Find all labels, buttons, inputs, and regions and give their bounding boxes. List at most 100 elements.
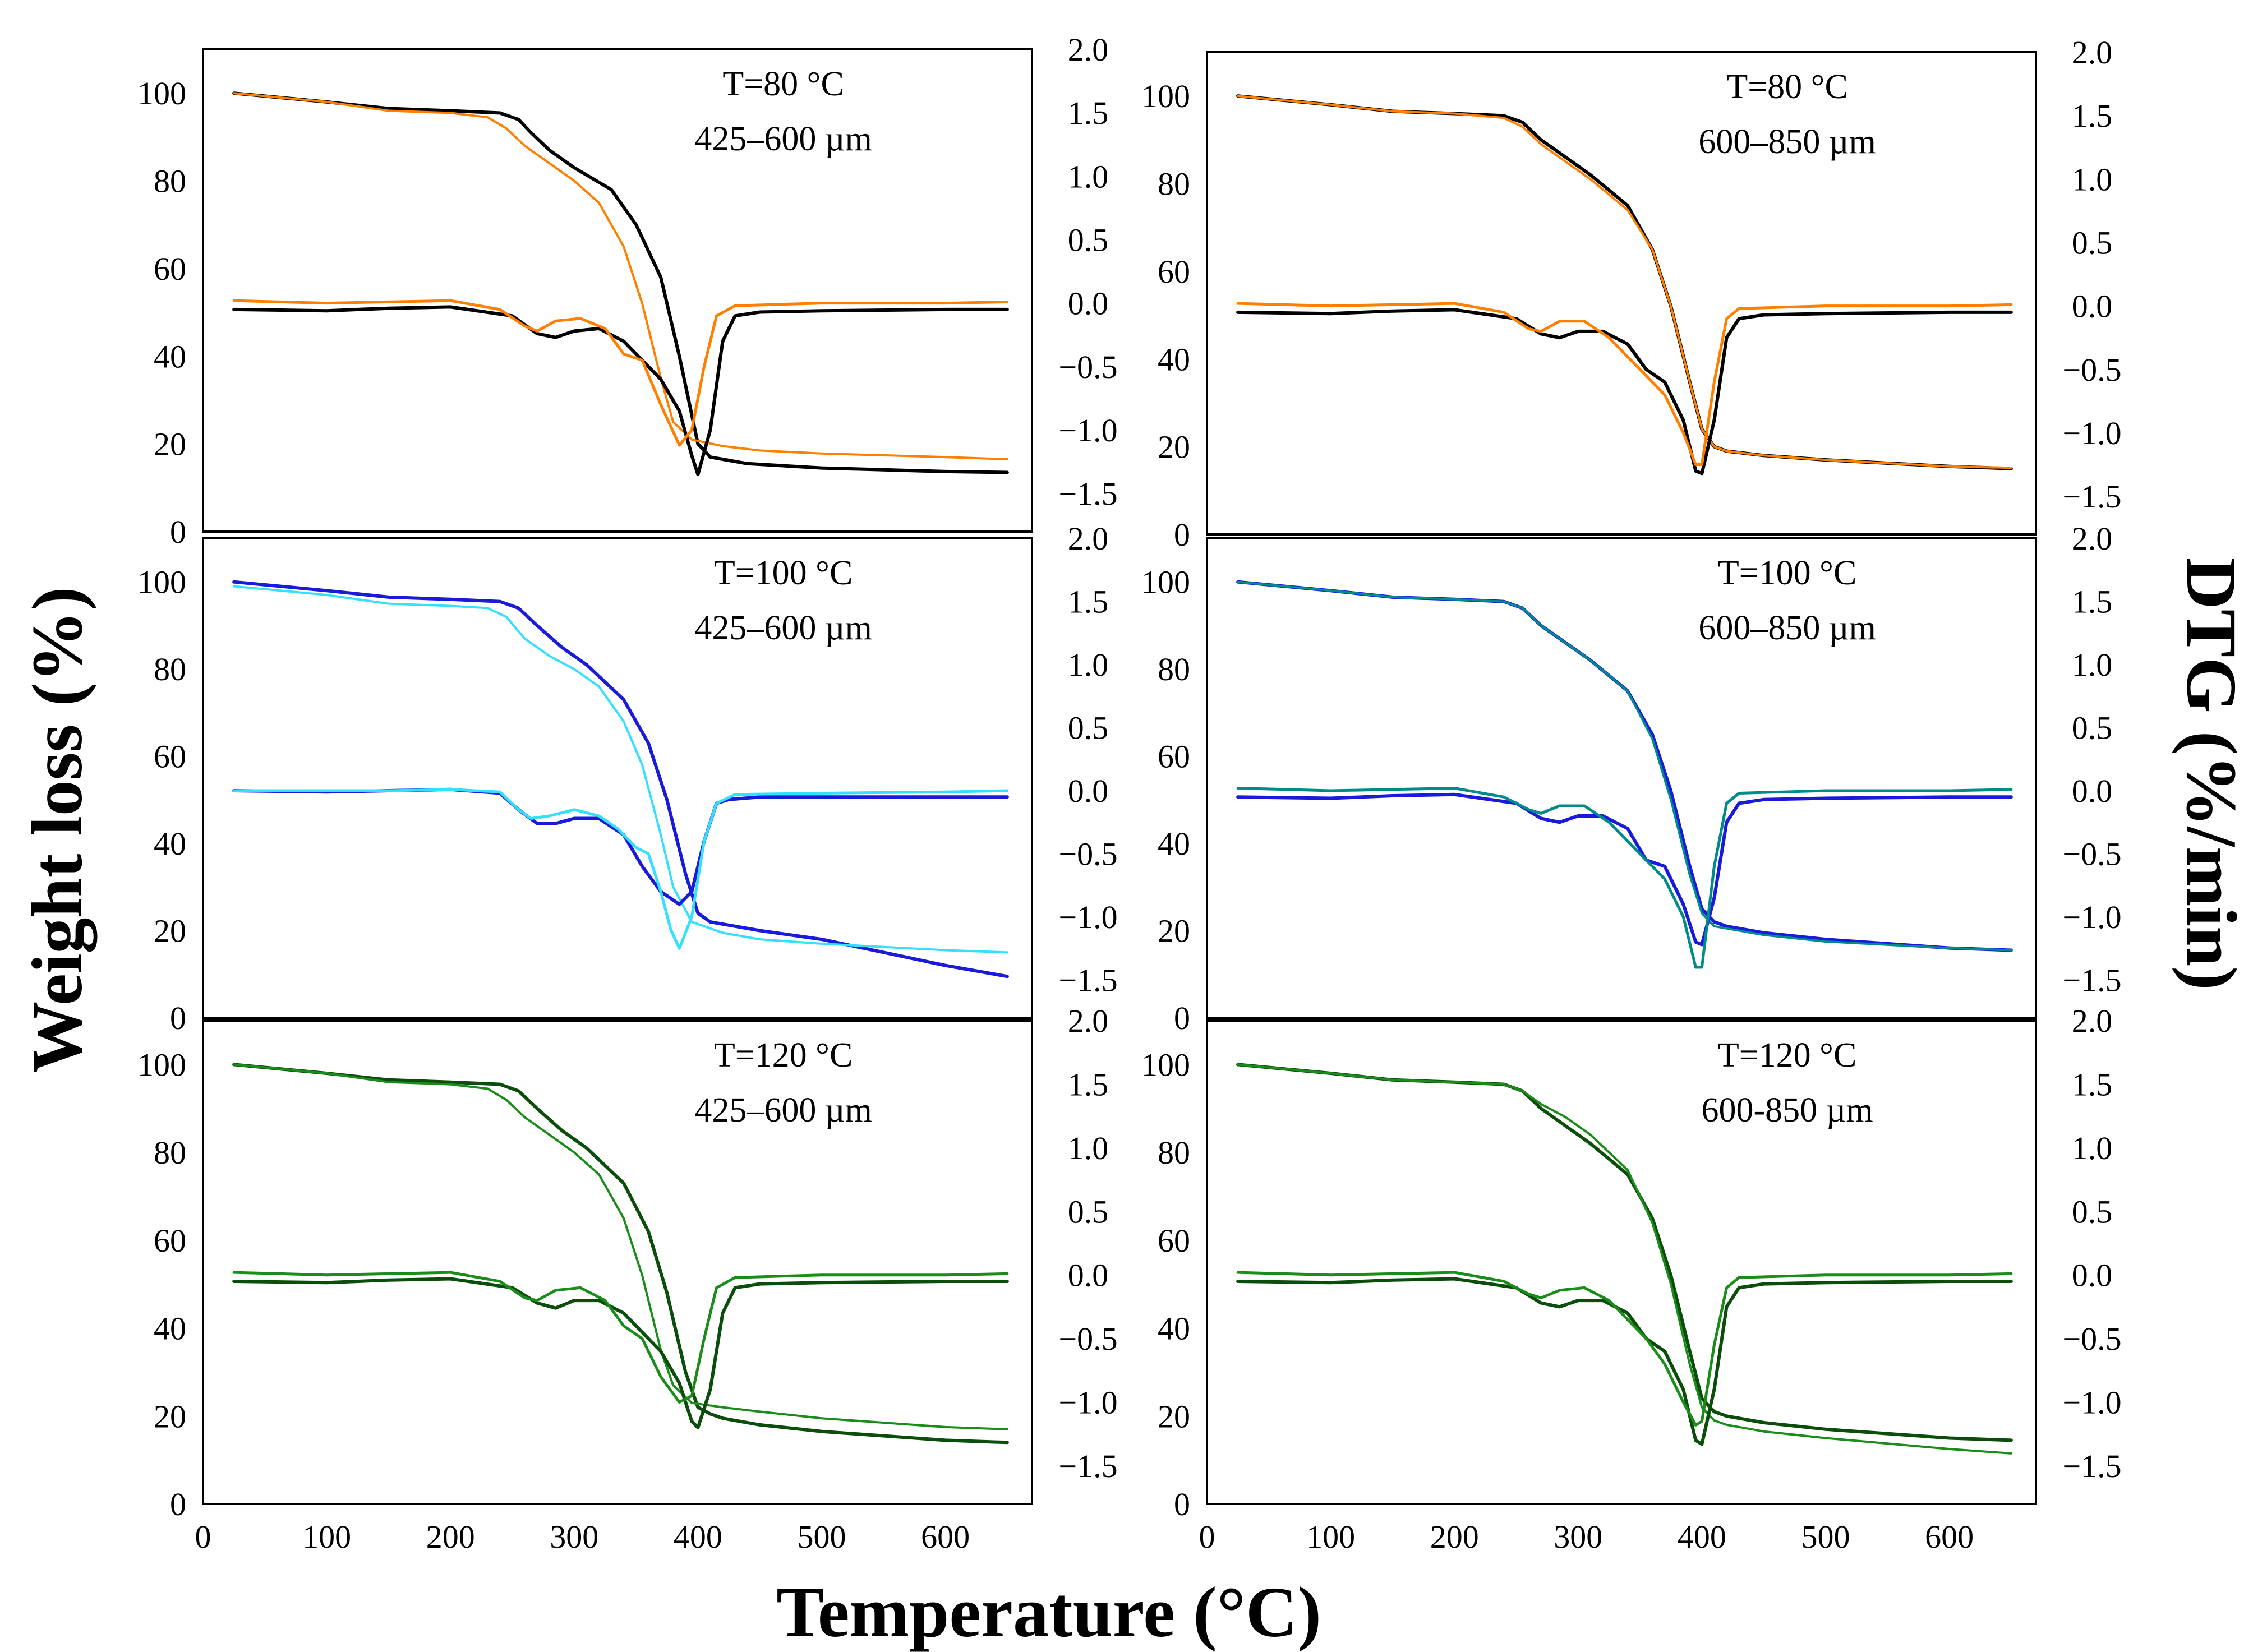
plot-frame	[202, 1019, 1033, 1505]
x-tick-label: 500	[1801, 1519, 1850, 1555]
left-y-tick-label: 80	[1158, 1134, 1190, 1171]
right-y-tick-label: −1.0	[2062, 1385, 2121, 1421]
right-y-tick-label: 0.5	[2072, 224, 2113, 261]
dtg-curve	[1236, 302, 2013, 466]
left-y-tick-label: 60	[154, 1222, 186, 1259]
right-y-tick-label: −0.5	[2062, 352, 2121, 388]
right-y-tick-label: 1.0	[1068, 158, 1109, 195]
left-y-tick-label: 100	[1141, 78, 1190, 114]
panel-annotation-particle-size: 425–600 µm	[694, 609, 872, 647]
plot-frame	[1206, 1019, 2037, 1505]
panel-annotation-temperature: T=120 °C	[1718, 1036, 1857, 1074]
plot-frame	[202, 48, 1033, 533]
left-y-tick-label: 40	[154, 1310, 186, 1347]
right-y-tick-label: 0.5	[1068, 1193, 1109, 1230]
right-y-tick-label: 2.0	[1068, 31, 1109, 68]
x-axis-label: Temperature (°C)	[776, 1572, 1321, 1652]
right-y-tick-label: −0.5	[1058, 1321, 1117, 1357]
left-y-tick-label: 60	[154, 739, 186, 775]
right-y-tick-label: 1.0	[2072, 647, 2113, 683]
panels: 0 20 40 60 80 100 2.0 1.5 1.0 0.5 0.0 −0.5 −1.0 −1.5 T…	[137, 31, 2122, 1555]
tg-curve	[1237, 580, 2012, 952]
left-y-tick-label: 20	[154, 426, 186, 463]
left-y-tick-label: 40	[1158, 825, 1190, 862]
tg-curve	[232, 91, 1009, 474]
tg-curve	[1236, 1063, 2013, 1442]
right-y-tick-label: 1.5	[1068, 1066, 1109, 1102]
left-y-tick-label: 0	[170, 514, 186, 550]
panel-80-600: 0 20 40 60 80 100 2.0 1.5 1.0 0.5 0.0 −0.5 −1.0 −1.5 T…	[1141, 34, 2122, 553]
panel-annotation-temperature: T=80 °C	[1726, 68, 1848, 106]
right-y-tick-label: 1.0	[1068, 1130, 1109, 1166]
left-y-tick-label: 80	[154, 1134, 186, 1171]
left-y-tick-label: 60	[1158, 1222, 1190, 1259]
plot-frame	[1206, 51, 2037, 536]
left-y-tick-label: 100	[137, 564, 186, 601]
left-y-tick-label: 0	[170, 1486, 186, 1522]
right-y-tick-label: −1.5	[1058, 476, 1117, 512]
dtg-curve	[232, 1271, 1009, 1404]
right-y-tick-label: −0.5	[1058, 349, 1117, 385]
left-y-axis-label: Weight loss (%)	[17, 587, 97, 1073]
right-y-tick-label: 2.0	[2072, 1003, 2113, 1039]
dtg-curve	[232, 299, 1009, 447]
tg-curve	[1236, 580, 2013, 952]
right-y-tick-label: 0.0	[1068, 773, 1109, 809]
panel-annotation-particle-size: 600–850 µm	[1698, 609, 1876, 647]
dtg-curve	[232, 305, 1009, 477]
right-y-tick-label: −0.5	[1058, 836, 1117, 873]
left-y-tick-label: 80	[154, 163, 186, 200]
right-y-tick-label: −0.5	[2062, 836, 2121, 873]
x-tick-label: 0	[1199, 1519, 1215, 1555]
left-y-tick-label: 40	[154, 825, 186, 862]
x-tick-label: 300	[1554, 1519, 1602, 1555]
x-tick-label: 200	[1430, 1519, 1479, 1555]
left-y-tick-label: 20	[1158, 429, 1190, 465]
right-y-tick-label: 2.0	[2072, 520, 2113, 557]
tg-curve	[232, 1063, 1009, 1445]
right-y-tick-label: 1.0	[2072, 1130, 2113, 1166]
right-y-tick-label: −0.5	[2062, 1321, 2121, 1357]
tg-curve	[1237, 95, 2012, 469]
left-y-tick-label: 80	[1158, 651, 1190, 687]
tg-curve	[1236, 94, 2013, 470]
x-tick-label: 500	[797, 1519, 846, 1555]
right-y-tick-label: 0.5	[1068, 222, 1109, 258]
right-y-tick-label: −1.0	[1058, 899, 1117, 935]
dtg-curve	[1236, 792, 2013, 947]
left-y-tick-label: 20	[154, 913, 186, 949]
right-y-tick-label: −1.5	[1058, 962, 1117, 999]
dtg-curve	[232, 1277, 1009, 1429]
left-y-tick-label: 80	[154, 651, 186, 687]
right-y-tick-label: 0.0	[1068, 285, 1109, 322]
right-y-tick-label: 2.0	[1068, 1003, 1109, 1039]
left-y-tick-label: 100	[1141, 564, 1190, 601]
tg-curve	[232, 580, 1009, 979]
left-y-tick-label: 0	[170, 1000, 186, 1036]
left-y-tick-label: 80	[1158, 166, 1190, 202]
right-y-tick-label: 1.0	[2072, 161, 2113, 197]
panel-annotation-temperature: T=120 °C	[714, 1036, 853, 1074]
left-y-tick-label: 40	[1158, 341, 1190, 377]
right-y-tick-label: 0.0	[2072, 1257, 2113, 1294]
left-y-tick-label: 0	[1174, 1486, 1190, 1522]
dtg-curve	[1236, 1277, 2013, 1446]
dtg-curve	[232, 787, 1009, 906]
dtg-curve	[1236, 1271, 2013, 1427]
x-tick-label: 600	[1925, 1519, 1974, 1555]
left-y-tick-label: 100	[137, 1046, 186, 1083]
panel-annotation-particle-size: 600-850 µm	[1702, 1091, 1873, 1129]
right-y-tick-label: −1.5	[1058, 1448, 1117, 1484]
panel-100-425: 0 20 40 60 80 100 2.0 1.5 1.0 0.5 0.0 −0.5 −1.0 −1.5 T…	[137, 520, 1118, 1036]
panel-80-425: 0 20 40 60 80 100 2.0 1.5 1.0 0.5 0.0 −0.5 −1.0 −1.5 T…	[137, 31, 1118, 550]
panel-annotation-temperature: T=80 °C	[722, 65, 844, 103]
right-y-tick-label: 1.0	[1068, 647, 1109, 683]
right-y-tick-label: −1.0	[1058, 412, 1117, 449]
left-y-tick-label: 60	[1158, 253, 1190, 290]
right-y-axis-label: DTG (%/min)	[2172, 557, 2251, 990]
right-y-tick-label: −1.5	[2062, 478, 2121, 515]
left-y-tick-label: 100	[137, 75, 186, 112]
tg-curve	[233, 92, 1008, 460]
dtg-curve	[1236, 787, 2013, 969]
left-y-tick-label: 0	[1174, 1000, 1190, 1036]
